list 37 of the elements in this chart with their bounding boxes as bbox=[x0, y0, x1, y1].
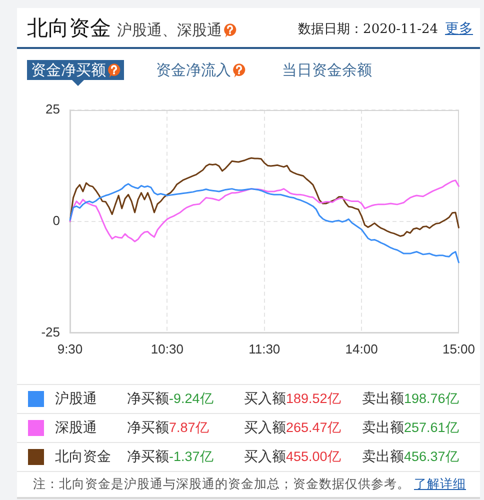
text: 数据日期：2020-11-24 bbox=[298, 21, 438, 38]
text: 7.87亿 bbox=[169, 419, 210, 437]
text: 更多 bbox=[445, 21, 473, 38]
x-tick-label: 14:00 bbox=[345, 341, 378, 356]
text: 265.47亿 bbox=[286, 419, 342, 437]
y-tick-label: -25 bbox=[41, 324, 60, 340]
legend-label: 沪股通 bbox=[55, 390, 97, 409]
chart-subtitle: 沪股通、深股通 bbox=[117, 21, 222, 39]
text: 买入额 bbox=[244, 419, 286, 438]
text: 卖出额 bbox=[362, 419, 404, 438]
legend-label: 深股通 bbox=[55, 419, 97, 438]
x-tick-label: 9:30 bbox=[57, 341, 83, 356]
text: 189.52亿 bbox=[286, 390, 342, 408]
y-tick-label: 25 bbox=[46, 101, 60, 116]
text: 455.00亿 bbox=[286, 448, 342, 466]
text: 净买额 bbox=[127, 390, 169, 409]
text: 卖出额 bbox=[362, 390, 404, 409]
text: 当日资金余额 bbox=[282, 60, 372, 80]
text: 注：北向资金是沪股通与深股通的资金加总；资金数据仅供参考。 bbox=[33, 476, 410, 491]
text: 买入额 bbox=[244, 390, 286, 409]
text: 456.37亿 bbox=[404, 448, 460, 466]
text: 净买额 bbox=[127, 448, 169, 467]
x-tick-label: 10:30 bbox=[150, 341, 184, 356]
chart-title: 北向资金 bbox=[27, 15, 111, 41]
text: 买入额 bbox=[244, 448, 286, 467]
text: 资金净流入 bbox=[156, 60, 231, 80]
legend-label: 北向资金 bbox=[55, 448, 111, 467]
text: -9.24亿 bbox=[169, 390, 214, 408]
text: 257.61亿 bbox=[404, 419, 460, 437]
x-tick-label: 11:30 bbox=[248, 341, 280, 356]
x-tick-label: 15:00 bbox=[442, 341, 476, 356]
text: 净买额 bbox=[127, 419, 169, 438]
y-tick-label: 0 bbox=[52, 212, 60, 228]
text: 了解详细 bbox=[414, 476, 466, 491]
text: 198.76亿 bbox=[404, 390, 460, 408]
text: 卖出额 bbox=[362, 448, 404, 467]
text: -1.37亿 bbox=[169, 448, 214, 466]
